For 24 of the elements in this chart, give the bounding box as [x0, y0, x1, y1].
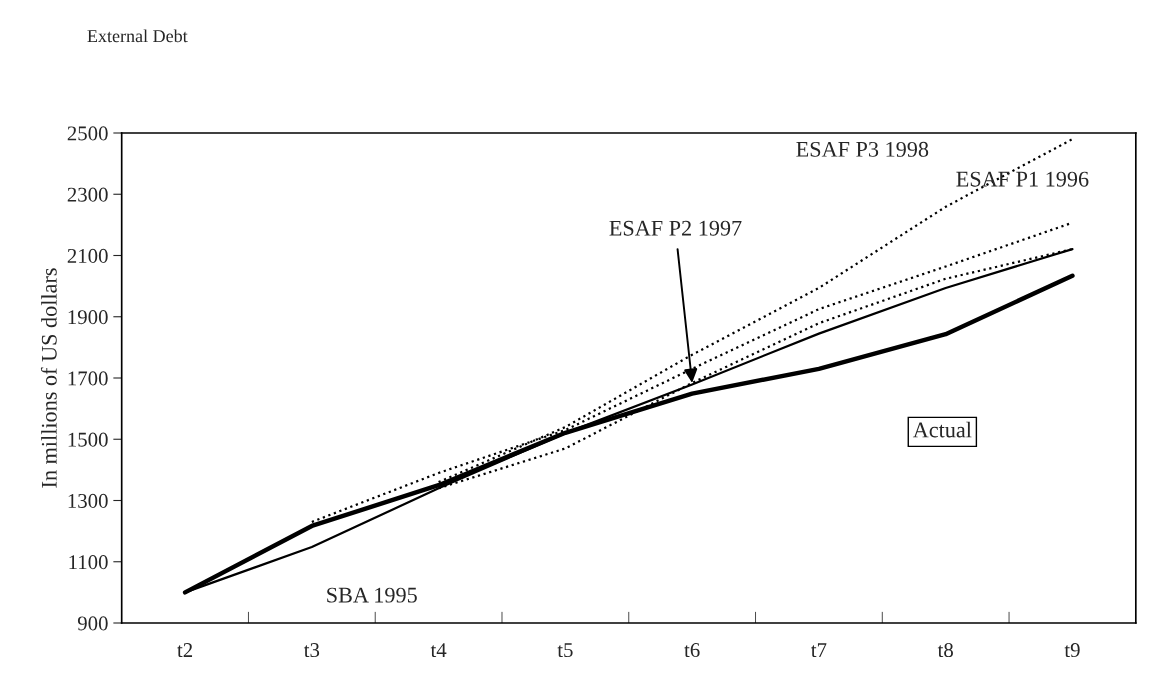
y-tick-label: 1500	[68, 432, 108, 447]
y-tick-label: 1700	[68, 371, 108, 386]
x-tick-label: t5	[557, 643, 573, 658]
annotation: Actual	[912, 421, 972, 438]
annotation: ESAF P1 1996	[956, 171, 1089, 187]
x-tick-label: t4	[430, 643, 447, 658]
x-tick-label: t7	[811, 643, 827, 658]
x-tick-label: t6	[684, 643, 700, 658]
chart-title: External Debt	[87, 29, 188, 43]
x-tick-label: t3	[303, 643, 320, 658]
x-tick-label: t2	[177, 643, 193, 658]
x-tick-label: t9	[1064, 643, 1080, 658]
y-tick-label: 1900	[68, 310, 108, 325]
annotation: SBA 1995	[327, 587, 417, 603]
x-tick-label: t8	[937, 643, 953, 658]
y-tick-label: 2500	[67, 126, 108, 141]
annotation: ESAF P3 1998	[796, 141, 929, 157]
y-tick-label: 900	[77, 616, 108, 631]
y-tick-label: 1100	[69, 555, 108, 570]
y-tick-label: 2300	[67, 187, 108, 202]
y-axis-title: In millions of US dollars	[40, 268, 57, 488]
y-tick-label: 2100	[67, 248, 108, 263]
annotation: ESAF P2 1997	[609, 220, 742, 236]
y-tick-label: 1300	[68, 493, 108, 508]
